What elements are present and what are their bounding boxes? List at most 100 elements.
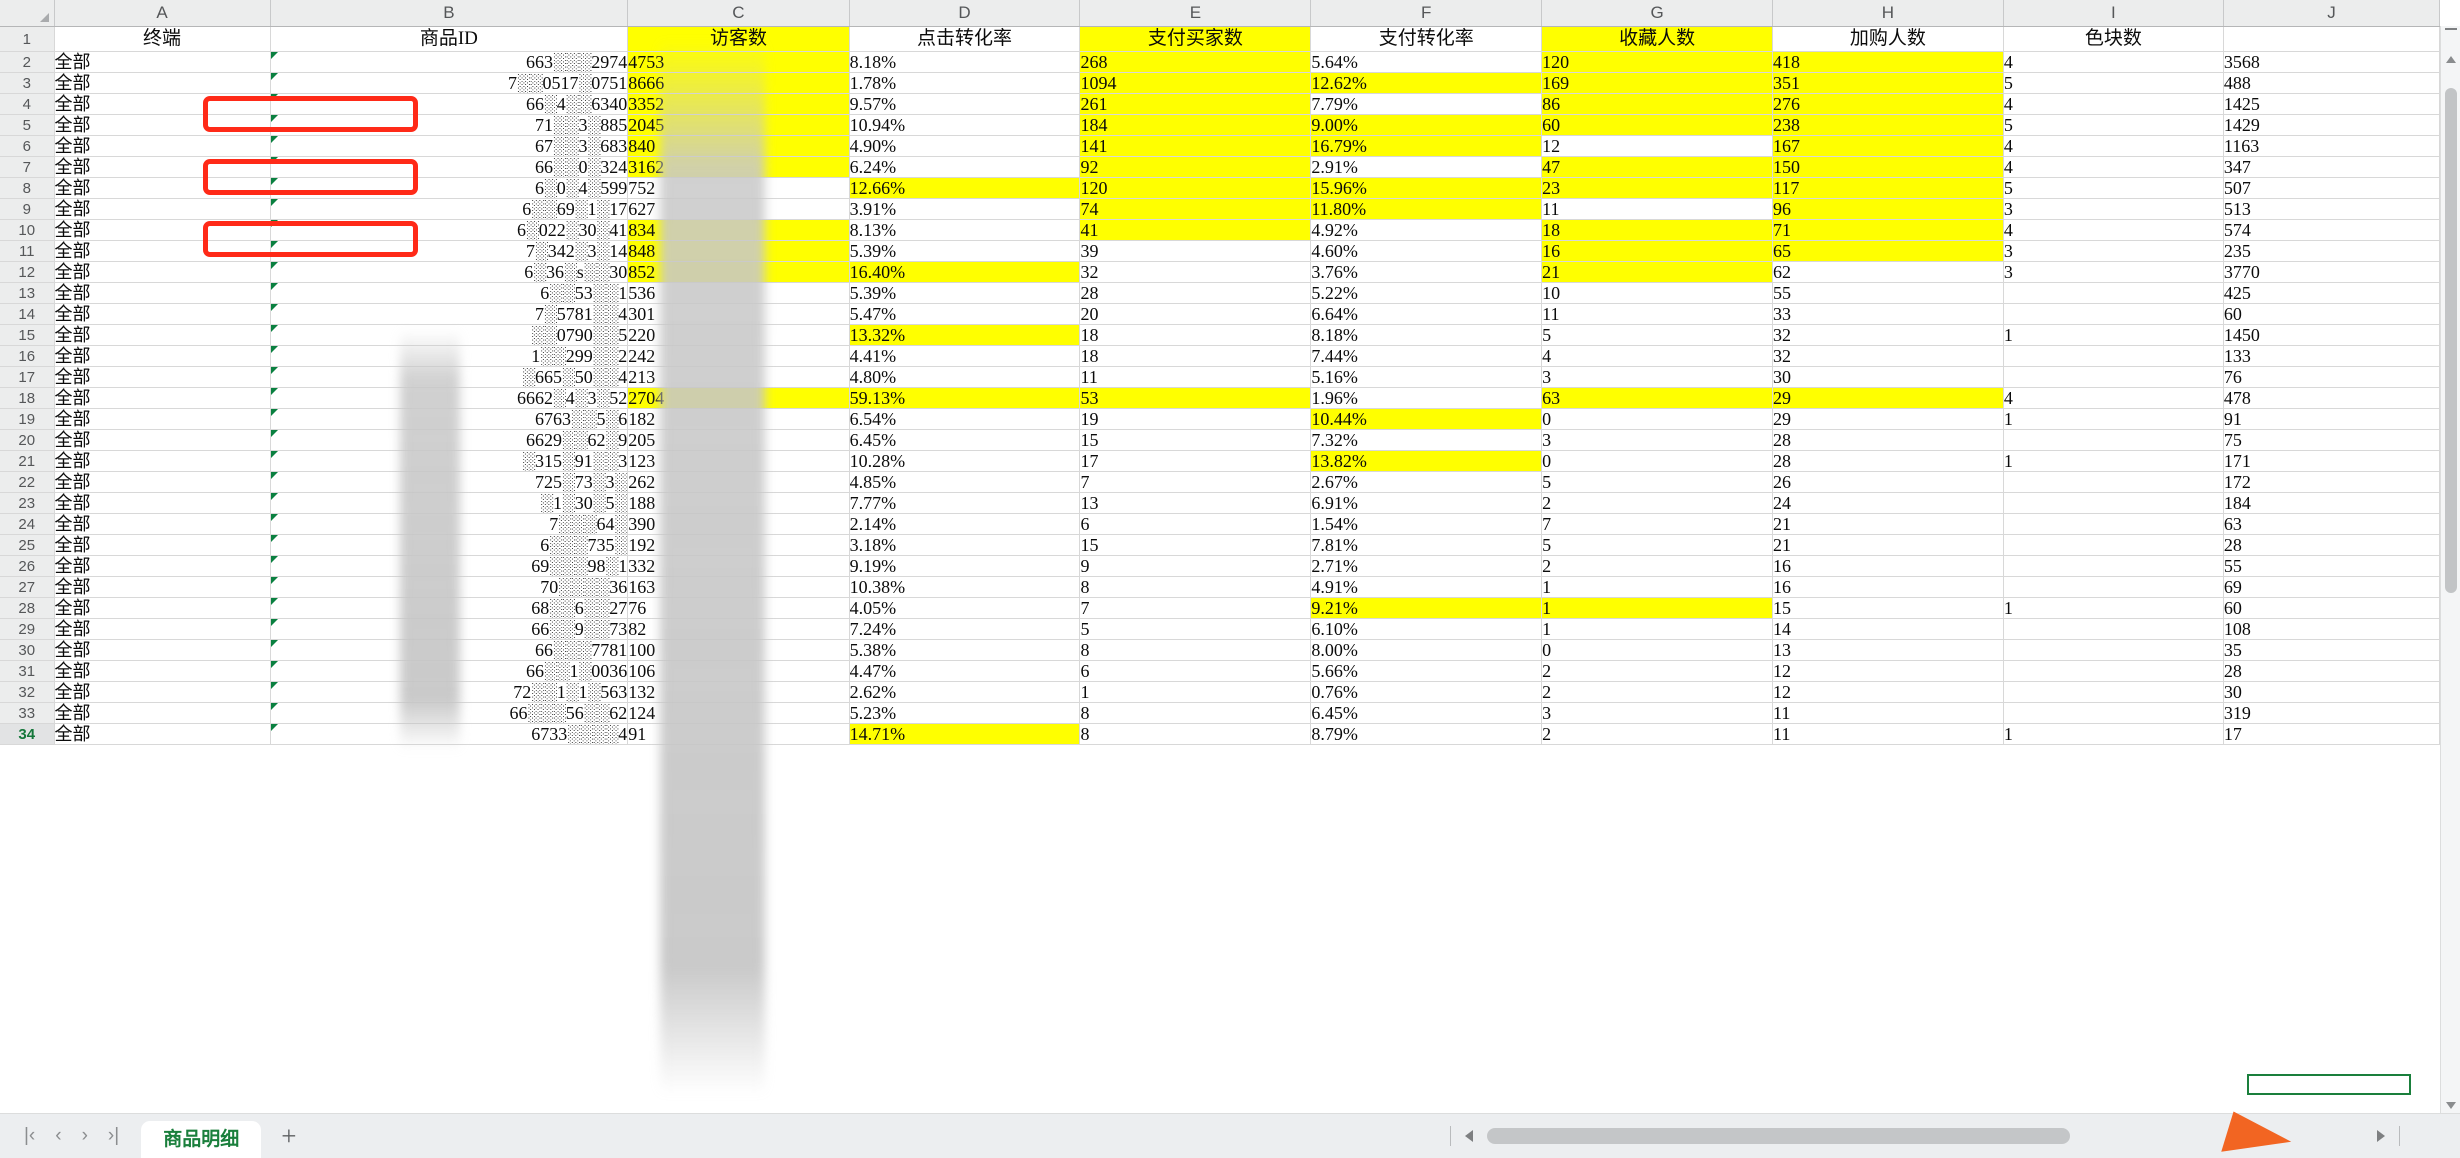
row-number[interactable]: 6 xyxy=(0,135,55,157)
cell-E31[interactable]: 6 xyxy=(1079,660,1312,682)
cell-I7[interactable]: 4 xyxy=(2003,156,2224,178)
row-number[interactable]: 22 xyxy=(0,471,55,493)
cell-J20[interactable]: 75 xyxy=(2223,429,2441,451)
column-header-G[interactable]: G xyxy=(1541,0,1774,27)
cell-C12[interactable]: 852 xyxy=(627,261,850,283)
cell-J8[interactable]: 507 xyxy=(2223,177,2441,199)
cell-J4[interactable]: 1425 xyxy=(2223,93,2441,115)
cell-E19[interactable]: 19 xyxy=(1079,408,1312,430)
cell-G10[interactable]: 18 xyxy=(1541,219,1774,241)
row-number[interactable]: 21 xyxy=(0,450,55,472)
cell-G9[interactable]: 11 xyxy=(1541,198,1774,220)
cell-D11[interactable]: 5.39% xyxy=(849,240,1081,262)
cell-F13[interactable]: 5.22% xyxy=(1310,282,1543,304)
cell-B12[interactable]: 6░36░s░░30 xyxy=(270,261,629,283)
cell-E20[interactable]: 15 xyxy=(1079,429,1312,451)
cell-I24[interactable] xyxy=(2003,513,2224,535)
header-cell-A[interactable]: 终端 xyxy=(54,26,271,52)
scroll-up-arrow-icon[interactable] xyxy=(2446,56,2456,63)
cell-D8[interactable]: 12.66% xyxy=(849,177,1081,199)
cell-J28[interactable]: 60 xyxy=(2223,597,2441,619)
cell-A2[interactable]: 全部 xyxy=(54,51,271,73)
cell-A28[interactable]: 全部 xyxy=(54,597,271,619)
cell-A17[interactable]: 全部 xyxy=(54,366,271,388)
prev-sheet-icon[interactable]: ‹ xyxy=(55,1125,62,1146)
cell-B3[interactable]: 7░░0517░0751 xyxy=(270,72,629,94)
cell-E25[interactable]: 15 xyxy=(1079,534,1312,556)
cell-C31[interactable]: 106 xyxy=(627,660,850,682)
cell-J5[interactable]: 1429 xyxy=(2223,114,2441,136)
cell-J30[interactable]: 35 xyxy=(2223,639,2441,661)
cell-H14[interactable]: 33 xyxy=(1772,303,2004,325)
cell-E13[interactable]: 28 xyxy=(1079,282,1312,304)
cell-A4[interactable]: 全部 xyxy=(54,93,271,115)
cell-A23[interactable]: 全部 xyxy=(54,492,271,514)
add-sheet-button[interactable]: + xyxy=(281,1120,297,1151)
cell-B2[interactable]: 663░░░2974 xyxy=(270,51,629,73)
row-number[interactable]: 5 xyxy=(0,114,55,136)
cell-D12[interactable]: 16.40% xyxy=(849,261,1081,283)
cell-J7[interactable]: 347 xyxy=(2223,156,2441,178)
table-row[interactable]: 17 全部 ░665░50░░4 213 4.80% 11 5.16% 3 30 76 xyxy=(0,366,2441,388)
cell-E18[interactable]: 53 xyxy=(1079,387,1312,409)
table-row[interactable]: 33 全部 66░░░56░░62 124 5.23% 8 6.45% 3 11 319 xyxy=(0,702,2441,724)
cell-E23[interactable]: 13 xyxy=(1079,492,1312,514)
cell-G27[interactable]: 1 xyxy=(1541,576,1774,598)
cell-E4[interactable]: 261 xyxy=(1079,93,1312,115)
cell-E2[interactable]: 268 xyxy=(1079,51,1312,73)
column-header-B[interactable]: B xyxy=(270,0,629,27)
cell-H7[interactable]: 150 xyxy=(1772,156,2004,178)
cell-I5[interactable]: 5 xyxy=(2003,114,2224,136)
cell-E27[interactable]: 8 xyxy=(1079,576,1312,598)
cell-E26[interactable]: 9 xyxy=(1079,555,1312,577)
cell-A15[interactable]: 全部 xyxy=(54,324,271,346)
cell-B26[interactable]: 69░░░98░1 xyxy=(270,555,629,577)
cell-G11[interactable]: 16 xyxy=(1541,240,1774,262)
row-number[interactable]: 3 xyxy=(0,72,55,94)
cell-A10[interactable]: 全部 xyxy=(54,219,271,241)
cell-I22[interactable] xyxy=(2003,471,2224,493)
row-number[interactable]: 12 xyxy=(0,261,55,283)
cell-J33[interactable]: 319 xyxy=(2223,702,2441,724)
cell-C22[interactable]: 262 xyxy=(627,471,850,493)
header-cell-H[interactable]: 加购人数 xyxy=(1772,26,2004,52)
cell-G20[interactable]: 3 xyxy=(1541,429,1774,451)
cell-C11[interactable]: 848 xyxy=(627,240,850,262)
cell-A8[interactable]: 全部 xyxy=(54,177,271,199)
cell-D5[interactable]: 10.94% xyxy=(849,114,1081,136)
cell-I16[interactable] xyxy=(2003,345,2224,367)
row-number[interactable]: 1 xyxy=(0,26,55,52)
cell-J17[interactable]: 76 xyxy=(2223,366,2441,388)
cell-B19[interactable]: 6763░░5░6 xyxy=(270,408,629,430)
table-row[interactable]: 29 全部 66░░9░░73 82 7.24% 5 6.10% 1 14 108 xyxy=(0,618,2441,640)
cell-C8[interactable]: 752 xyxy=(627,177,850,199)
row-number[interactable]: 7 xyxy=(0,156,55,178)
cell-J34[interactable]: 17 xyxy=(2223,723,2441,745)
table-row[interactable]: 26 全部 69░░░98░1 332 9.19% 9 2.71% 2 16 55 xyxy=(0,555,2441,577)
cell-C9[interactable]: 627 xyxy=(627,198,850,220)
row-number[interactable]: 16 xyxy=(0,345,55,367)
cell-C14[interactable]: 301 xyxy=(627,303,850,325)
cell-F32[interactable]: 0.76% xyxy=(1310,681,1543,703)
row-number[interactable]: 19 xyxy=(0,408,55,430)
cell-E5[interactable]: 184 xyxy=(1079,114,1312,136)
cell-G8[interactable]: 23 xyxy=(1541,177,1774,199)
cell-J25[interactable]: 28 xyxy=(2223,534,2441,556)
cell-D20[interactable]: 6.45% xyxy=(849,429,1081,451)
table-row[interactable]: 7 全部 66░░0░324 3162 6.24% 92 2.91% 47 150 4 347 xyxy=(0,156,2441,178)
cell-G6[interactable]: 12 xyxy=(1541,135,1774,157)
cell-J3[interactable]: 488 xyxy=(2223,72,2441,94)
cell-D15[interactable]: 13.32% xyxy=(849,324,1081,346)
row-number[interactable]: 33 xyxy=(0,702,55,724)
next-sheet-icon[interactable]: › xyxy=(81,1125,88,1146)
cell-F28[interactable]: 9.21% xyxy=(1310,597,1543,619)
cell-B10[interactable]: 6░022░30░41 xyxy=(270,219,629,241)
column-header-D[interactable]: D xyxy=(849,0,1081,27)
first-sheet-icon[interactable]: |‹ xyxy=(24,1125,36,1146)
row-number[interactable]: 14 xyxy=(0,303,55,325)
cell-H26[interactable]: 16 xyxy=(1772,555,2004,577)
column-header-I[interactable]: I xyxy=(2003,0,2224,27)
header-cell-E[interactable]: 支付买家数 xyxy=(1079,26,1312,52)
cell-C34[interactable]: 91 xyxy=(627,723,850,745)
cell-D13[interactable]: 5.39% xyxy=(849,282,1081,304)
